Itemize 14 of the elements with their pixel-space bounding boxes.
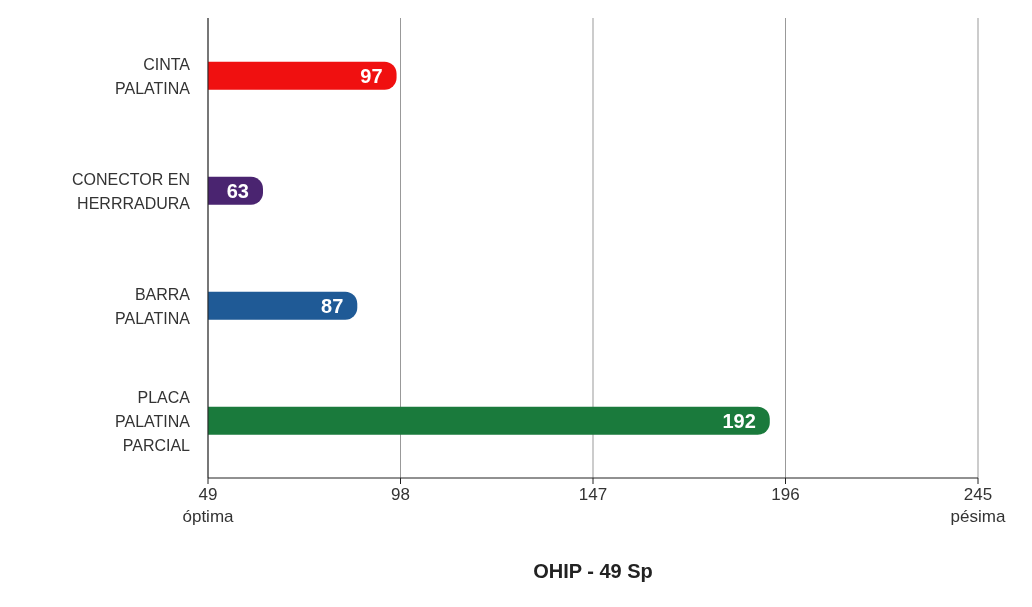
data-label: 97 (360, 64, 383, 87)
x-axis-title: OHIP - 49 Sp (533, 560, 653, 582)
x-tick-label: 245 pésima (950, 485, 1006, 526)
data-label: 87 (321, 294, 344, 317)
x-tick-label: 196 (771, 485, 800, 504)
x-tick-label: 147 (578, 485, 608, 504)
y-tick-label: CONECTOR EN HERRRADURA (72, 170, 191, 212)
data-label: 192 (722, 409, 756, 432)
data-label: 63 (226, 179, 249, 202)
y-tick-label: BARRA PALATINA (115, 285, 191, 327)
y-tick-label: PLACA PALATINA PARCIAL (115, 388, 191, 454)
x-tick-label: 49 óptima (182, 485, 235, 526)
x-tick-label: 98 (391, 485, 410, 504)
y-tick-label: CINTA PALATINA (115, 55, 191, 97)
